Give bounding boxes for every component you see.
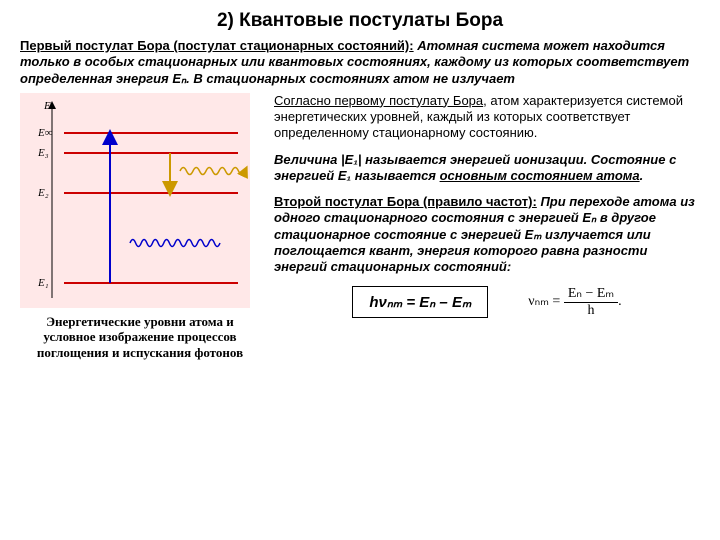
- svg-text:E₁: E₁: [37, 277, 49, 289]
- main-formula: hνₙₘ = Eₙ – Eₘ: [352, 286, 488, 318]
- svg-text:E₃: E₃: [37, 147, 49, 159]
- right-column: Согласно первому постулату Бора, атом ха…: [274, 93, 700, 361]
- explain-para-2: Величина |E₁| называется энергией иониза…: [274, 152, 700, 185]
- svg-text:E∞: E∞: [37, 127, 53, 139]
- explain-para-1: Согласно первому постулату Бора, атом ха…: [274, 93, 700, 142]
- page-title: 2) Квантовые постулаты Бора: [20, 10, 700, 32]
- formula-row: hνₙₘ = Eₙ – Eₘ νₙₘ = Eₙ − Eₘ h .: [274, 285, 700, 319]
- postulate-2-heading: Второй постулат Бора (правило частот):: [274, 194, 537, 209]
- energy-level-diagram: E E∞ E₃ E₂ E₁: [20, 93, 250, 308]
- svg-text:E₂: E₂: [37, 187, 49, 199]
- svg-text:E: E: [43, 100, 51, 112]
- postulate-2: Второй постулат Бора (правило частот): П…: [274, 194, 700, 275]
- postulate-1-heading: Первый постулат Бора (постулат стационар…: [20, 38, 414, 53]
- postulate-1: Первый постулат Бора (постулат стационар…: [20, 38, 700, 87]
- left-column: E E∞ E₃ E₂ E₁ Энергетические уровни атома и …: [20, 93, 260, 361]
- diagram-caption: Энергетические уровни атома и условное и…: [20, 314, 260, 361]
- side-formula: νₙₘ = Eₙ − Eₘ h .: [528, 285, 621, 319]
